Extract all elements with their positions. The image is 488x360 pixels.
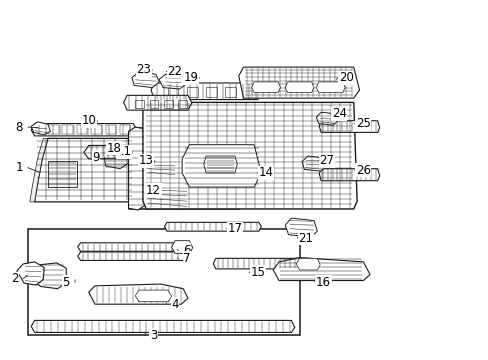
Polygon shape <box>203 156 237 173</box>
Text: 13: 13 <box>139 154 153 167</box>
Polygon shape <box>48 125 59 134</box>
Polygon shape <box>123 95 191 110</box>
Polygon shape <box>84 145 138 159</box>
Polygon shape <box>77 125 87 134</box>
Polygon shape <box>91 125 102 134</box>
Text: 2: 2 <box>11 272 18 285</box>
Polygon shape <box>159 74 185 89</box>
Polygon shape <box>285 218 317 237</box>
Polygon shape <box>213 258 310 269</box>
Polygon shape <box>89 284 187 304</box>
Polygon shape <box>34 263 66 289</box>
Polygon shape <box>319 169 379 181</box>
Polygon shape <box>238 67 359 98</box>
Bar <box>149 100 158 108</box>
Text: 1: 1 <box>16 161 23 174</box>
Text: 7: 7 <box>183 252 190 265</box>
Bar <box>225 87 235 97</box>
Polygon shape <box>104 153 128 169</box>
Bar <box>135 100 143 108</box>
Text: 12: 12 <box>145 184 161 197</box>
Text: 17: 17 <box>227 222 242 235</box>
Text: 21: 21 <box>298 232 313 245</box>
Bar <box>28 229 300 334</box>
Polygon shape <box>316 82 345 93</box>
Text: 22: 22 <box>167 65 182 78</box>
Bar <box>128 129 238 209</box>
Text: 14: 14 <box>258 166 273 179</box>
Polygon shape <box>182 145 261 187</box>
Bar <box>244 87 255 97</box>
Text: 19: 19 <box>183 71 198 84</box>
Polygon shape <box>316 112 337 125</box>
Polygon shape <box>273 258 369 280</box>
Polygon shape <box>78 243 189 251</box>
Text: 25: 25 <box>355 117 370 130</box>
Polygon shape <box>251 82 280 93</box>
Polygon shape <box>146 184 190 209</box>
Bar <box>167 87 178 97</box>
Polygon shape <box>35 138 133 202</box>
Text: 11: 11 <box>116 145 131 158</box>
Text: 24: 24 <box>331 107 346 120</box>
Polygon shape <box>128 127 144 210</box>
Bar <box>206 87 216 97</box>
Polygon shape <box>319 121 379 132</box>
Polygon shape <box>171 241 192 253</box>
Polygon shape <box>142 102 356 209</box>
Polygon shape <box>132 72 159 87</box>
Text: 4: 4 <box>171 298 179 311</box>
Text: 26: 26 <box>355 164 370 177</box>
Text: 8: 8 <box>16 121 23 134</box>
Polygon shape <box>302 156 326 171</box>
Text: 6: 6 <box>183 244 190 257</box>
Text: 3: 3 <box>149 329 157 342</box>
Polygon shape <box>31 122 50 135</box>
Text: 23: 23 <box>136 63 151 76</box>
Text: 16: 16 <box>315 276 330 289</box>
Polygon shape <box>296 258 320 270</box>
Text: 27: 27 <box>319 154 334 167</box>
Text: 20: 20 <box>338 71 353 84</box>
Text: 10: 10 <box>81 114 96 127</box>
Polygon shape <box>144 158 177 177</box>
Polygon shape <box>31 123 137 136</box>
Bar <box>163 100 172 108</box>
Polygon shape <box>62 125 73 134</box>
Text: 5: 5 <box>62 276 70 289</box>
Polygon shape <box>135 290 171 302</box>
Polygon shape <box>151 83 261 100</box>
Polygon shape <box>120 125 130 134</box>
Polygon shape <box>78 252 189 260</box>
Polygon shape <box>17 262 44 285</box>
Text: 9: 9 <box>92 150 100 163</box>
Polygon shape <box>164 222 261 231</box>
Polygon shape <box>30 138 48 202</box>
Text: 18: 18 <box>106 142 122 155</box>
Polygon shape <box>31 320 294 332</box>
Bar <box>186 87 197 97</box>
Text: 15: 15 <box>250 266 265 279</box>
Polygon shape <box>105 125 116 134</box>
Bar <box>178 100 186 108</box>
Polygon shape <box>285 82 313 93</box>
Polygon shape <box>48 161 77 187</box>
